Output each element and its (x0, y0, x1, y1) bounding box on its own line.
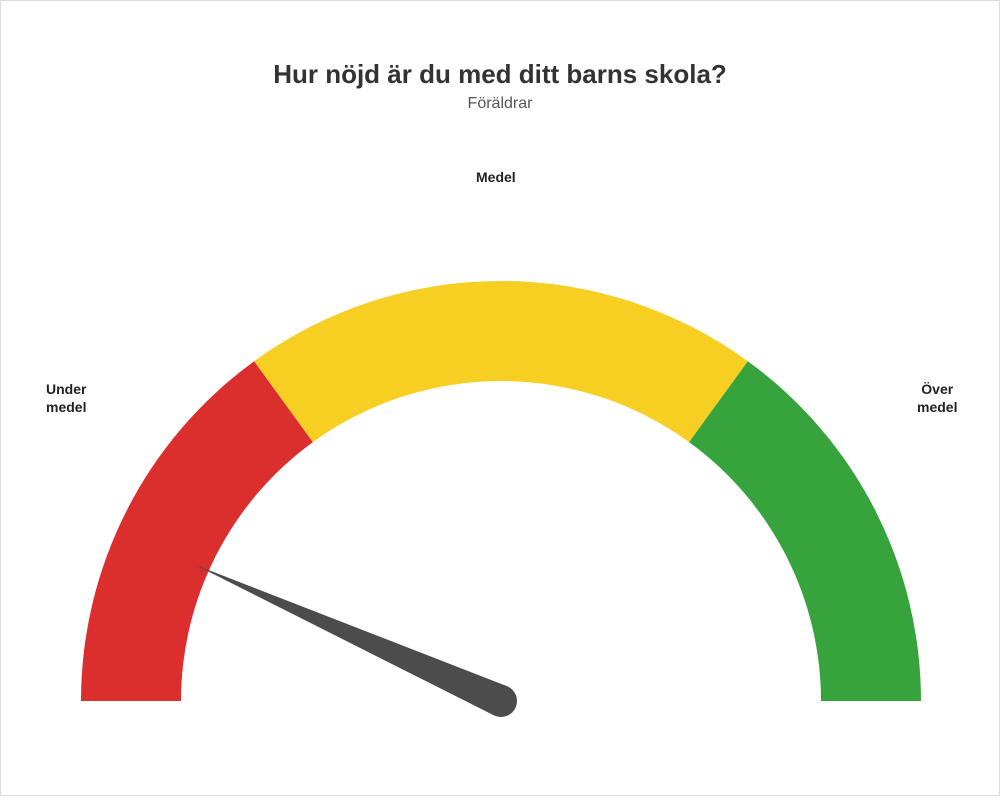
gauge-label-under-medel: Under medel (46, 381, 86, 416)
gauge-svg (1, 1, 1000, 797)
gauge-segment (254, 281, 748, 442)
gauge-label-medel: Medel (476, 169, 516, 187)
gauge-segment (81, 361, 313, 701)
gauge-segment (689, 361, 921, 701)
gauge-label-over-medel: Över medel (917, 381, 957, 416)
gauge-needle (195, 565, 508, 716)
gauge-needle-hub (485, 685, 517, 717)
chart-card: Hur nöjd är du med ditt barns skola? För… (0, 0, 1000, 796)
gauge-chart (1, 1, 1000, 802)
